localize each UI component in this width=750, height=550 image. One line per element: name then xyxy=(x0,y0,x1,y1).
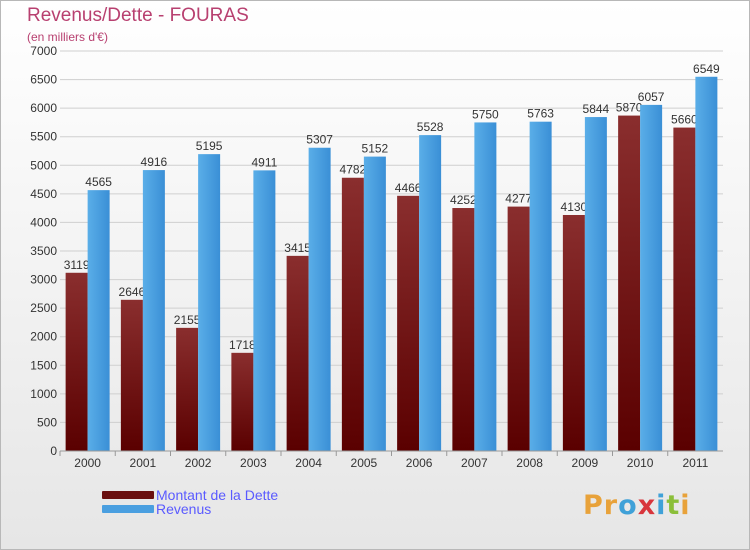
legend-label-revenus: Revenus xyxy=(156,501,212,517)
y-tick-label: 2000 xyxy=(30,330,57,344)
y-tick-label: 500 xyxy=(37,415,57,429)
y-tick-label: 6500 xyxy=(30,73,57,87)
bar-dette xyxy=(341,177,364,451)
y-tick-label: 6000 xyxy=(30,101,57,115)
legend-swatch-revenus xyxy=(102,505,154,513)
logo-letter: i xyxy=(680,490,691,521)
y-tick-label: 2500 xyxy=(30,301,57,315)
logo-letter: x xyxy=(637,490,657,521)
bar-dette xyxy=(65,272,88,451)
bar-revenus xyxy=(474,122,497,451)
bar-dette xyxy=(562,215,585,451)
x-axis-ticks: 2000 2001 2002 2003 2004 2005 2006 2007 2008 2009… xyxy=(59,451,709,470)
legend-item-debt: Montant de la Dette xyxy=(102,487,279,503)
data-label: 2155 xyxy=(174,313,201,327)
bar-dette xyxy=(231,352,254,451)
data-label: 4277 xyxy=(505,192,532,206)
y-tick-label: 5000 xyxy=(30,158,57,172)
x-tick-label: 2008 xyxy=(516,456,543,470)
proxiti-logo: Proxiti xyxy=(583,490,691,521)
y-axis-ticks: 0 500 1000 1500 2000 2500 3000 3500 4000 4500 5000… xyxy=(30,44,57,458)
logo-letter: r xyxy=(603,490,619,521)
x-tick-label: 2009 xyxy=(572,456,599,470)
bar-dette xyxy=(673,127,696,452)
y-tick-label: 4000 xyxy=(30,215,57,229)
data-label: 4252 xyxy=(450,193,477,207)
bar-revenus xyxy=(87,190,110,451)
logo-letter: o xyxy=(618,490,638,521)
bar-revenus xyxy=(419,135,442,451)
data-label: 5750 xyxy=(472,107,499,121)
bar-revenus xyxy=(695,76,718,452)
data-label: 5152 xyxy=(362,142,389,156)
data-label: 6057 xyxy=(638,90,665,104)
bar-dette xyxy=(618,115,641,452)
data-label: 5763 xyxy=(527,107,554,121)
x-tick-label: 2006 xyxy=(406,456,433,470)
bar-revenus xyxy=(640,104,663,451)
bar-revenus xyxy=(253,170,276,451)
data-label: 4466 xyxy=(395,181,422,195)
data-label: 3415 xyxy=(284,241,311,255)
data-label: 5844 xyxy=(583,102,610,116)
data-label: 5528 xyxy=(417,120,444,134)
bar-revenus xyxy=(529,121,552,451)
y-tick-label: 4500 xyxy=(30,187,57,201)
bars: 3119 4565 2646 4916 2155 5195 1718 4911 3415 5307… xyxy=(64,62,720,452)
data-label: 4565 xyxy=(85,175,112,189)
bar-revenus xyxy=(363,156,386,451)
bar-dette xyxy=(452,208,475,451)
x-tick-label: 2000 xyxy=(74,456,101,470)
bar-revenus xyxy=(584,117,607,452)
legend-swatch-debt xyxy=(102,491,154,499)
y-tick-label: 3000 xyxy=(30,273,57,287)
data-label: 6549 xyxy=(693,62,720,76)
logo-letter: P xyxy=(583,490,604,521)
y-tick-label: 1000 xyxy=(30,387,57,401)
bar-dette xyxy=(120,299,143,451)
data-label: 5660 xyxy=(671,113,698,127)
x-tick-label: 2003 xyxy=(240,456,267,470)
y-tick-label: 0 xyxy=(50,444,57,458)
x-tick-label: 2002 xyxy=(185,456,212,470)
logo-letter: i xyxy=(656,490,667,521)
data-label: 5195 xyxy=(196,139,223,153)
y-tick-label: 1500 xyxy=(30,358,57,372)
x-tick-label: 2007 xyxy=(461,456,488,470)
bar-revenus xyxy=(308,147,331,451)
bar-dette xyxy=(507,206,530,451)
x-tick-label: 2010 xyxy=(627,456,654,470)
data-label: 1718 xyxy=(229,338,256,352)
grid-lines xyxy=(60,50,723,452)
data-label: 2646 xyxy=(119,285,146,299)
data-label: 4911 xyxy=(251,155,277,169)
x-tick-label: 2011 xyxy=(682,456,708,470)
data-label: 4782 xyxy=(340,163,367,177)
bar-dette xyxy=(397,195,420,451)
legend-label-debt: Montant de la Dette xyxy=(156,487,279,503)
chart-subtitle: (en milliers d'€) xyxy=(27,30,108,44)
bar-revenus xyxy=(198,154,221,451)
chart-title: Revenus/Dette - FOURAS xyxy=(27,5,249,26)
data-label: 3119 xyxy=(64,258,90,272)
bar-dette xyxy=(176,327,199,451)
x-tick-label: 2004 xyxy=(295,456,322,470)
bar-dette xyxy=(286,255,309,451)
data-label: 4130 xyxy=(561,200,588,214)
y-tick-label: 7000 xyxy=(30,44,57,58)
logo-letter: t xyxy=(666,490,681,521)
y-tick-label: 3500 xyxy=(30,244,57,258)
y-tick-label: 5500 xyxy=(30,130,57,144)
bar-revenus xyxy=(142,170,165,452)
x-tick-label: 2005 xyxy=(351,456,378,470)
data-label: 4916 xyxy=(141,155,168,169)
data-label: 5870 xyxy=(616,101,643,115)
legend-item-revenus: Revenus xyxy=(102,501,212,517)
x-tick-label: 2001 xyxy=(130,456,157,470)
data-label: 5307 xyxy=(306,133,333,147)
